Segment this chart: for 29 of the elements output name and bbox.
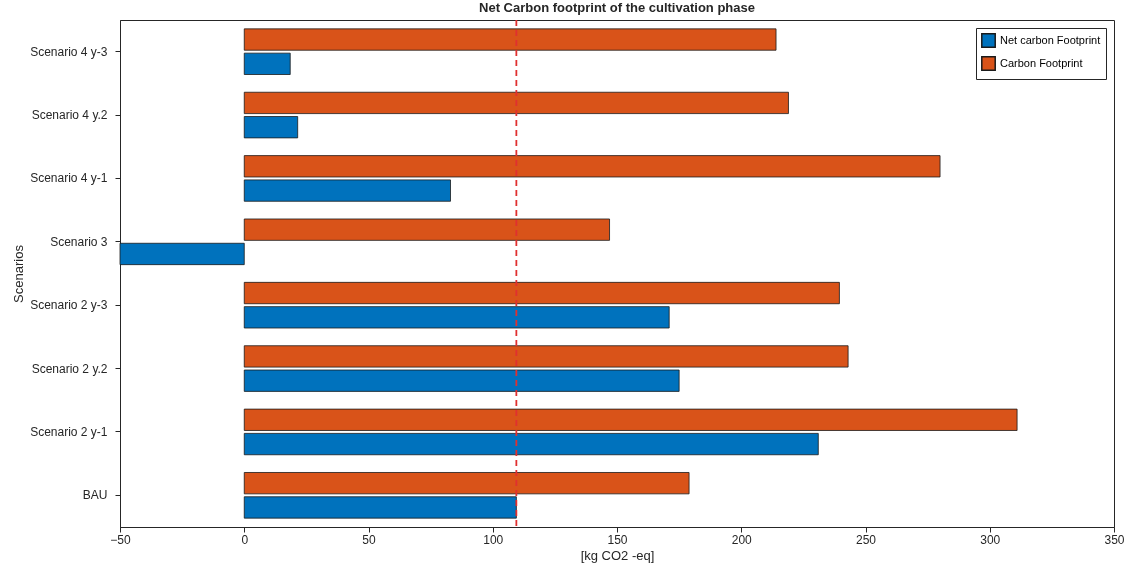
y-tick-label: BAU <box>82 488 108 503</box>
x-tick-label: 350 <box>1104 532 1125 547</box>
x-tick-label: 300 <box>980 532 1001 547</box>
chart-title: Net Carbon footprint of the cultivation phase <box>479 0 755 16</box>
y-tick-label: Scenario 4 y-1 <box>30 171 108 186</box>
x-tick-label: −50 <box>110 532 131 547</box>
bar <box>243 281 840 305</box>
x-tick-label: 200 <box>731 532 753 547</box>
x-tick-label: 0 <box>241 532 249 547</box>
y-tick-label: Scenario 2 y.2 <box>31 361 108 376</box>
legend-label: Net carbon Footprint <box>1000 33 1101 46</box>
bar <box>243 408 1018 431</box>
x-axis-title: [kg CO2 -eq] <box>580 547 655 563</box>
bar <box>243 91 789 115</box>
y-axis-title: Scenarios <box>11 244 27 303</box>
legend-label: Carbon Footprint <box>1000 56 1083 69</box>
y-tick-label: Scenario 4 y.2 <box>31 108 108 123</box>
x-tick-label: 150 <box>607 532 628 547</box>
x-tick-label: 100 <box>483 532 504 547</box>
bar <box>243 432 819 456</box>
x-tick-label: 50 <box>362 532 376 547</box>
y-tick-label: Scenario 4 y-3 <box>30 44 108 59</box>
x-tick-label: 250 <box>855 532 877 547</box>
y-tick-label: Scenario 2 y-1 <box>30 424 108 439</box>
bar <box>243 116 299 139</box>
y-tick-label: Scenario 3 <box>50 234 108 249</box>
y-tick-label: Scenario 2 y-3 <box>30 298 108 313</box>
bar <box>243 306 670 329</box>
bar <box>243 218 610 241</box>
